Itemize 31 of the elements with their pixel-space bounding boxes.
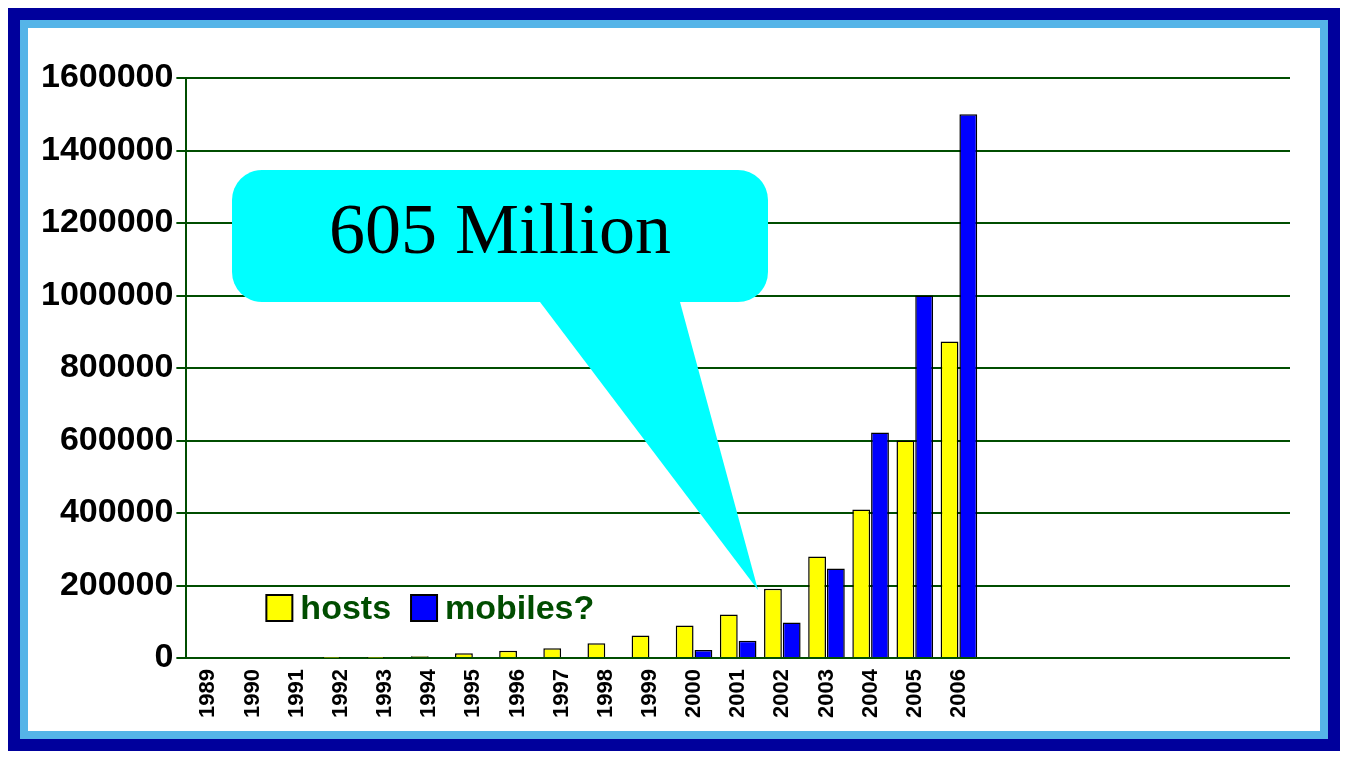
y-tick-label: 800000: [59, 346, 174, 385]
y-tick-label: 1000000: [40, 273, 174, 312]
x-tick-label: 2001: [724, 669, 750, 719]
legend-label: mobiles?: [445, 588, 595, 627]
x-tick-label: 1994: [415, 668, 441, 719]
x-tick-label: 2006: [944, 669, 970, 719]
x-tick-label: 2003: [812, 669, 838, 719]
x-tick-label: 1996: [503, 669, 529, 719]
y-tick-label: 1600000: [40, 56, 174, 95]
y-tick-label: 600000: [59, 418, 174, 457]
x-tick-label: 1992: [326, 669, 352, 719]
x-tick-label: 2005: [900, 669, 926, 719]
x-tick-label: 1991: [282, 669, 308, 719]
y-tick-label: 200000: [59, 563, 174, 602]
x-tick-label: 1989: [194, 669, 220, 719]
x-tick-label: 2004: [856, 668, 882, 719]
x-tick-label: 2000: [680, 669, 706, 719]
x-tick-label: 2002: [768, 669, 794, 719]
x-tick-label: 1999: [635, 669, 661, 719]
x-tick-label: 1990: [238, 669, 264, 719]
x-tick-label: 1998: [591, 669, 617, 719]
x-tick-label: 1993: [371, 669, 397, 719]
y-tick-label: 1400000: [40, 128, 174, 167]
y-tick-label: 0: [154, 636, 174, 675]
speech-bubble: 605 Million: [232, 170, 768, 590]
y-tick-label: 1200000: [40, 201, 174, 240]
x-tick-label: 1997: [547, 669, 573, 719]
legend-label: hosts: [300, 588, 392, 627]
y-tick-label: 400000: [59, 491, 174, 530]
x-tick-label: 1995: [459, 669, 485, 719]
annotation: 605 Million: [328, 188, 672, 269]
